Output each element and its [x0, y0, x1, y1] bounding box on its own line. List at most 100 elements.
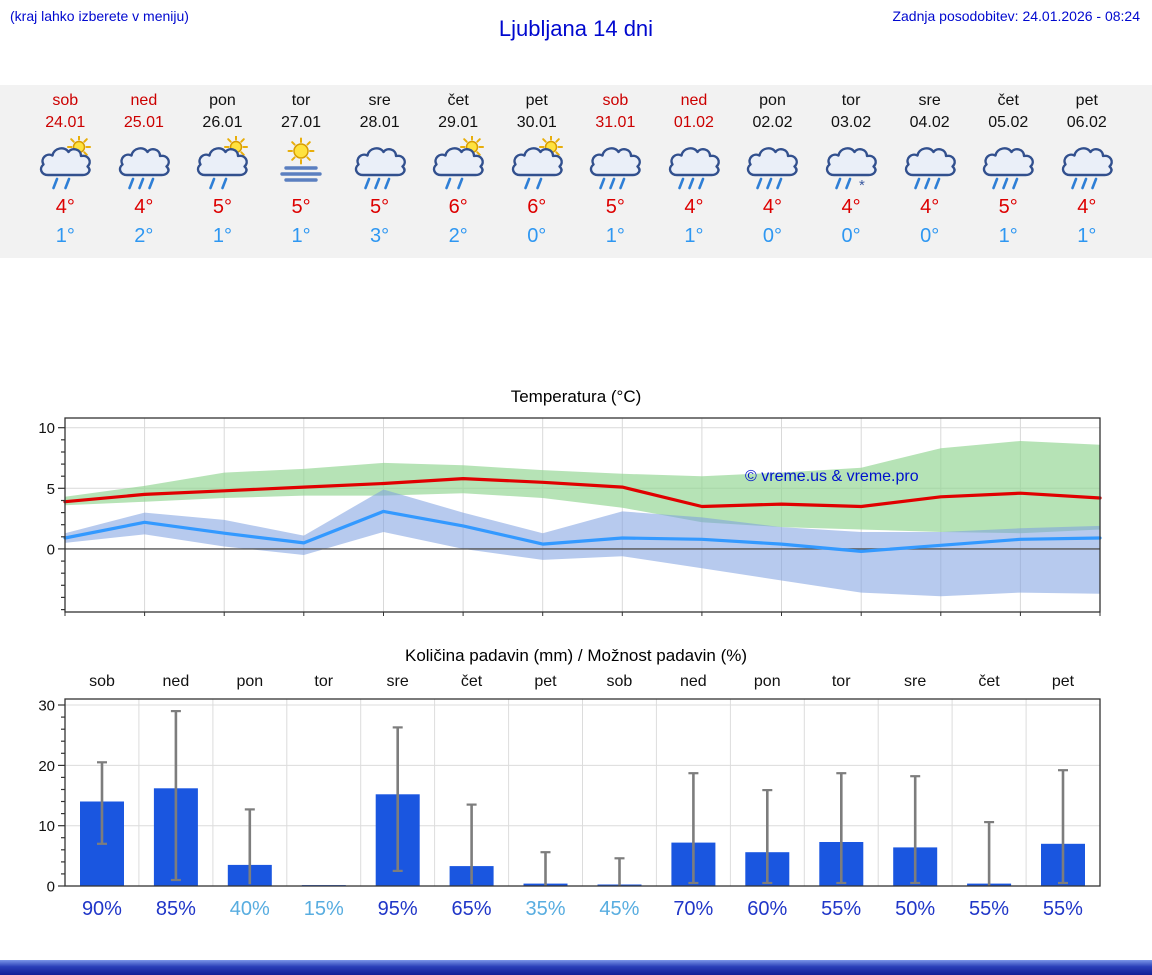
- precip-probability: 15%: [303, 898, 344, 920]
- weather-icon-wrap: [497, 136, 576, 194]
- min-temperature: 3°: [370, 225, 390, 247]
- temperature-chart-title: Temperatura (°C): [510, 387, 642, 406]
- max-temperature: 4°: [55, 196, 75, 218]
- svg-text:0: 0: [47, 879, 55, 894]
- min-temperature: 1°: [1077, 225, 1097, 247]
- min-temperature: 0°: [762, 225, 783, 247]
- day-date: 31.01: [595, 114, 636, 131]
- cloud-rain-icon: [118, 147, 170, 190]
- day-date: 27.01: [281, 114, 322, 131]
- day-name: pon: [209, 92, 236, 109]
- min-temperature: 0°: [841, 225, 861, 247]
- min-temperature: 0°: [527, 225, 547, 247]
- day-date: 28.01: [359, 114, 400, 131]
- forecast-day: ned 01.02 4° 1°: [655, 91, 734, 248]
- cloud-rain-icon: [668, 147, 720, 190]
- sun-cloud-rain-icon: [197, 136, 249, 190]
- max-temp-line: [63, 476, 1102, 509]
- weather-icon-wrap: [1048, 136, 1127, 194]
- precip-day-label: tor: [314, 673, 334, 690]
- sun-fog-icon: [280, 137, 322, 182]
- max-temperature: 4°: [920, 196, 940, 218]
- cloud-rain-icon: [590, 147, 642, 190]
- day-date: 06.02: [1066, 114, 1107, 131]
- forecast-day: sre 28.01 5° 3°: [340, 91, 419, 248]
- min-temperature: 1°: [291, 225, 311, 247]
- svg-text:10: 10: [38, 818, 55, 835]
- min-temp-band: [65, 489, 1100, 597]
- weather-icon-wrap: [655, 136, 734, 194]
- sun-cloud-rain-icon: [432, 136, 485, 190]
- day-date: 03.02: [831, 114, 872, 131]
- svg-text:*: *: [859, 177, 865, 192]
- forecast-day: čet 05.02 5° 1°: [969, 91, 1048, 248]
- forecast-day: pet 06.02 4° 1°: [1048, 91, 1127, 248]
- min-temperature: 1°: [212, 225, 232, 247]
- weather-icon-wrap: [576, 136, 655, 194]
- forecast-day: tor 27.01 5° 1°: [262, 91, 341, 248]
- temperature-chart-wrap: 0 5 10 © vreme.us & vreme.pro: [0, 412, 1152, 617]
- day-name: pon: [759, 92, 786, 109]
- weather-icon-wrap: [183, 136, 262, 194]
- max-temperature: 4°: [762, 196, 783, 218]
- min-temperature: 2°: [134, 225, 154, 247]
- day-name: tor: [291, 92, 311, 109]
- day-date: 24.01: [45, 114, 86, 131]
- day-name: sob: [602, 92, 629, 109]
- temperature-section: Temperatura (°C) 0 5 10 © vreme.us & vreme…: [0, 386, 1152, 617]
- day-date: 26.01: [202, 114, 243, 131]
- max-temperature: 4°: [1077, 196, 1097, 218]
- svg-text:5: 5: [47, 481, 55, 498]
- day-date: 02.02: [752, 114, 793, 131]
- precip-day-label: pet: [534, 673, 557, 690]
- precip-day-labels: sob ned pon tor sre čet pet sob ned pon tor sre čet p…: [0, 667, 1152, 693]
- weather-icon-wrap: [419, 136, 498, 194]
- precip-day-label: sob: [89, 673, 115, 690]
- precip-day-label: tor: [831, 673, 851, 690]
- footer-bar: [0, 960, 1152, 975]
- forecast-row: sob 24.01 4° 1° ned 25.01 4° 2° pon 26.01 5° 1° tor 2…: [0, 85, 1152, 248]
- precip-probability: 35%: [525, 898, 566, 920]
- cloud-rain-icon: [904, 147, 956, 190]
- precip-probability: 90%: [81, 898, 122, 920]
- min-temperature: 0°: [920, 225, 940, 247]
- cloud-rain-icon: [747, 147, 799, 190]
- day-name: ned: [130, 92, 158, 109]
- precip-probability: 45%: [599, 898, 640, 920]
- day-name: tor: [841, 92, 861, 109]
- watermark-link[interactable]: © vreme.us & vreme.pro: [745, 468, 919, 485]
- max-temperature: 5°: [998, 196, 1018, 218]
- forecast-day: ned 25.01 4° 2°: [105, 91, 184, 248]
- weather-icon-wrap: [340, 136, 419, 194]
- day-name: sob: [52, 92, 79, 109]
- precip-day-label: čet: [978, 673, 1000, 690]
- page-title: Ljubljana 14 dni: [498, 16, 654, 41]
- min-temperature: 1°: [998, 225, 1018, 247]
- weather-icon-wrap: *: [812, 136, 891, 194]
- max-temperature: 5°: [370, 196, 390, 218]
- cloud-rain-icon: [983, 147, 1035, 190]
- day-date: 05.02: [988, 114, 1029, 131]
- last-updated: Zadnja posodobitev: 24.01.2026 - 08:24: [892, 8, 1140, 24]
- precip-day-label: čet: [460, 673, 483, 690]
- precipitation-chart: 0 10 20 30: [38, 698, 1101, 894]
- cloud-rain-icon: [354, 147, 406, 190]
- max-temperature: 4°: [684, 196, 704, 218]
- max-temperature: 4°: [841, 196, 861, 218]
- weather-icon-wrap: [26, 136, 105, 194]
- page-header: (kraj lahko izberete v meniju) Ljubljana…: [0, 0, 1152, 85]
- min-temperature: 1°: [55, 225, 75, 247]
- svg-text:30: 30: [38, 698, 55, 715]
- precip-probability: 55%: [969, 898, 1010, 920]
- max-temperature: 6°: [448, 196, 468, 218]
- precip-chart-title: Količina padavin (mm) / Možnost padavin …: [404, 646, 748, 665]
- forecast-day: sre 04.02 4° 0°: [890, 91, 969, 248]
- precip-day-label: ned: [679, 673, 707, 690]
- weather-icon-wrap: [969, 136, 1048, 194]
- max-temperature: 5°: [291, 196, 311, 218]
- day-date: 30.01: [516, 114, 557, 131]
- min-temperature: 1°: [684, 225, 704, 247]
- svg-text:20: 20: [38, 758, 55, 775]
- precip-probability: 70%: [673, 898, 714, 920]
- max-temperature: 5°: [605, 196, 625, 218]
